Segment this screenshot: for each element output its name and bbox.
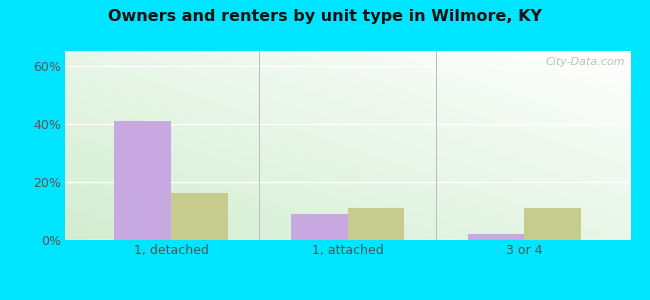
Bar <box>291 214 348 240</box>
Bar <box>171 194 228 240</box>
Bar <box>348 208 404 240</box>
Text: City-Data.com: City-Data.com <box>545 57 625 67</box>
Text: Owners and renters by unit type in Wilmore, KY: Owners and renters by unit type in Wilmo… <box>108 9 542 24</box>
Bar <box>525 208 581 240</box>
Bar <box>468 234 525 240</box>
Legend: Owner occupied units, Renter occupied units: Owner occupied units, Renter occupied un… <box>172 299 524 300</box>
Bar <box>114 121 171 240</box>
